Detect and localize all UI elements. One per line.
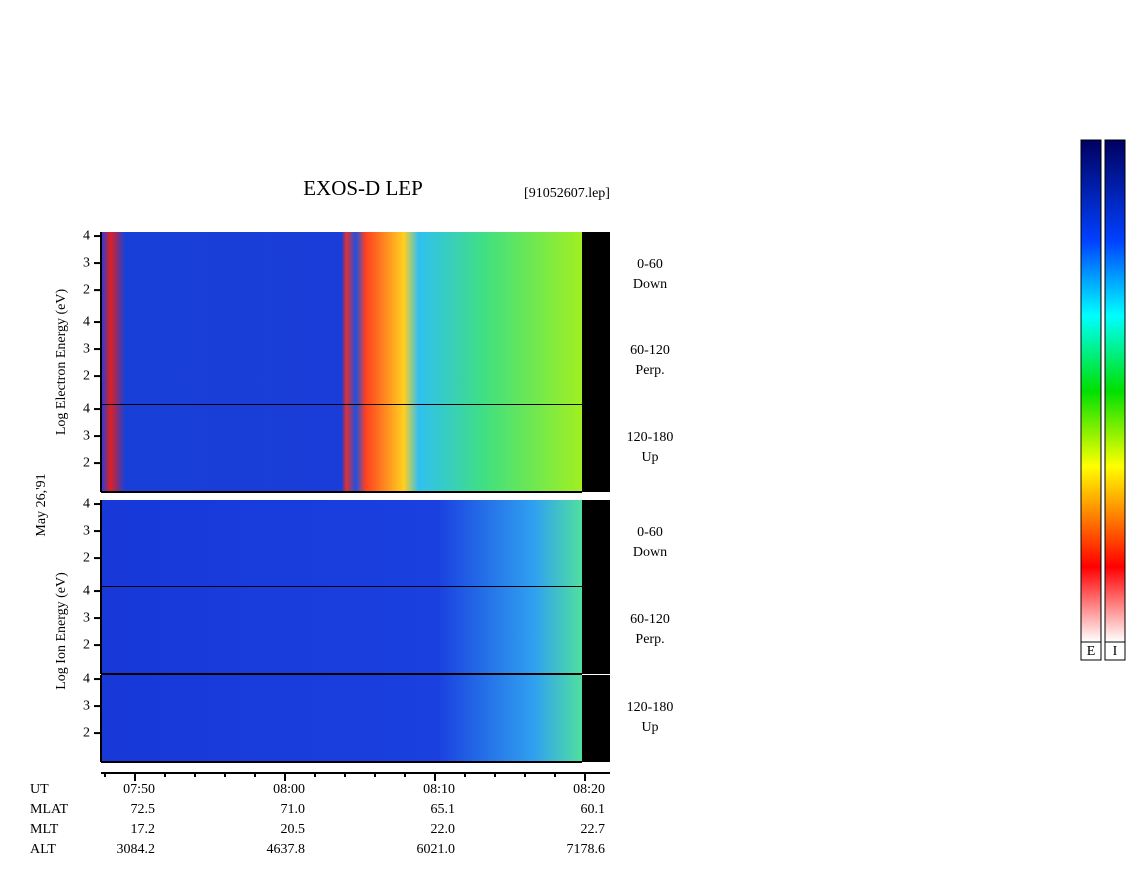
y-tick-label: 2 xyxy=(83,282,90,297)
y-tick-label: 3 xyxy=(83,610,90,625)
row-value: 65.1 xyxy=(431,802,456,817)
spectrogram xyxy=(101,587,582,674)
y-tick-label: 3 xyxy=(83,341,90,356)
colorbar xyxy=(1104,139,1126,643)
y-tick-label: 4 xyxy=(83,401,90,416)
y-tick-label: 4 xyxy=(83,228,90,243)
row-value: 22.0 xyxy=(431,822,456,837)
row-value: 22.7 xyxy=(581,822,606,837)
data-gap xyxy=(582,675,610,762)
y-tick-label: 3 xyxy=(83,698,90,713)
angle-range: 120-180 xyxy=(627,430,674,445)
y-tick-label: 3 xyxy=(83,523,90,538)
y-tick-label: 2 xyxy=(83,550,90,565)
row-value: 08:00 xyxy=(273,782,305,797)
y-tick-label: 4 xyxy=(83,671,90,686)
spectrogram xyxy=(101,500,582,587)
data-gap xyxy=(582,318,610,405)
angle-range: 60-120 xyxy=(630,343,670,358)
colorbar-label: E xyxy=(1087,644,1096,659)
data-gap xyxy=(582,405,610,492)
angle-range: 0-60 xyxy=(637,525,663,540)
spectrogram xyxy=(101,232,582,319)
row-value: 08:10 xyxy=(423,782,455,797)
direction: Down xyxy=(633,545,667,560)
y-tick-label: 2 xyxy=(83,725,90,740)
spectrogram xyxy=(101,675,582,762)
angle-range: 60-120 xyxy=(630,612,670,627)
row-value: 08:20 xyxy=(573,782,605,797)
row-name: UT xyxy=(30,782,49,797)
direction: Up xyxy=(641,720,658,735)
row-value: 4637.8 xyxy=(267,842,306,857)
y-tick-label: 4 xyxy=(83,496,90,511)
y-tick-label: 4 xyxy=(83,583,90,598)
row-name: ALT xyxy=(30,842,56,857)
spectrogram xyxy=(101,405,582,492)
angle-range: 0-60 xyxy=(637,257,663,272)
row-value: 17.2 xyxy=(131,822,156,837)
y-tick-label: 4 xyxy=(83,314,90,329)
spectrogram xyxy=(101,318,582,405)
y-tick-label: 2 xyxy=(83,455,90,470)
row-value: 72.5 xyxy=(131,802,156,817)
y-tick-label: 3 xyxy=(83,428,90,443)
title: EXOS-D LEP xyxy=(303,176,423,200)
colorbar-label: I xyxy=(1113,644,1118,659)
row-value: 20.5 xyxy=(281,822,306,837)
axis-label: Log Electron Energy (eV) xyxy=(54,289,69,436)
row-value: 07:50 xyxy=(123,782,155,797)
ephemeris: UT 07:50 08:00 08:10 08:20 MLAT 72.5 71.0 65.1 60… xyxy=(30,782,605,857)
axis-label: Log Ion Energy (eV) xyxy=(54,572,69,690)
direction: Up xyxy=(641,450,658,465)
direction: Perp. xyxy=(635,363,664,378)
y-tick-label: 3 xyxy=(83,255,90,270)
direction: Perp. xyxy=(635,632,664,647)
data-gap xyxy=(582,587,610,674)
file-name: [91052607.lep] xyxy=(524,186,610,201)
date: May 26,'91 xyxy=(34,473,49,536)
row-value: 71.0 xyxy=(281,802,306,817)
row-name: MLT xyxy=(30,822,59,837)
time-ticks xyxy=(104,773,586,781)
y-tick-label: 2 xyxy=(83,637,90,652)
angle-range: 120-180 xyxy=(627,700,674,715)
direction: Down xyxy=(633,277,667,292)
colorbar-label-box xyxy=(1080,641,1102,661)
colorbar xyxy=(1080,139,1102,643)
panels: Log Electron Energy (eV) 2 3 4 0-60 Down 2 3 4 60… xyxy=(54,228,674,763)
row-value: 3084.2 xyxy=(117,842,156,857)
y-tick-label: 2 xyxy=(83,368,90,383)
row-name: MLAT xyxy=(30,802,69,817)
colorbar-label-box xyxy=(1104,641,1126,661)
row-value: 60.1 xyxy=(581,802,606,817)
row-value: 6021.0 xyxy=(417,842,456,857)
data-gap xyxy=(582,232,610,319)
data-gap xyxy=(582,500,610,587)
row-value: 7178.6 xyxy=(567,842,606,857)
